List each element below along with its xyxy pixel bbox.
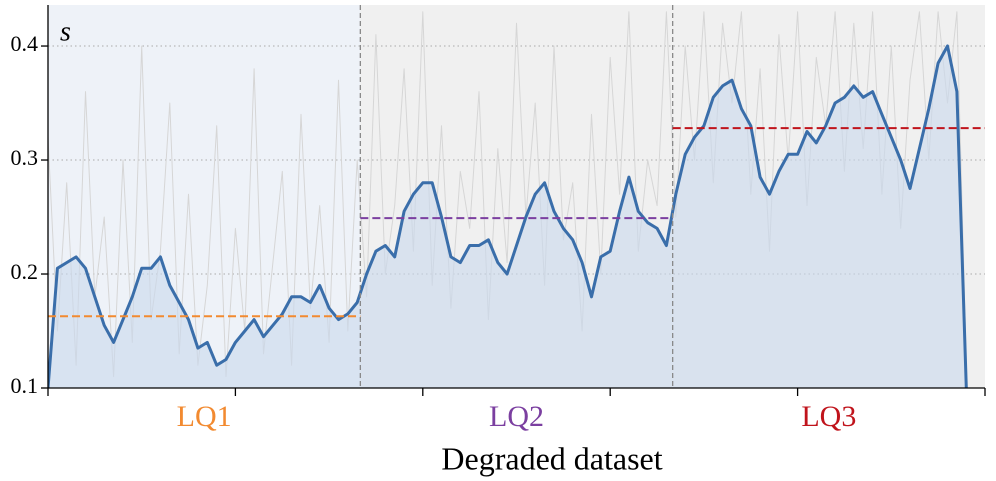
raw-line [48,11,967,378]
region-label: LQ3 [801,400,856,433]
area [48,46,967,388]
y-axis-label: s [60,16,71,47]
region-label: LQ2 [489,400,544,433]
y-tick-label: 0.1 [11,373,39,398]
region-label: LQ1 [177,400,232,433]
y-tick-label: 0.4 [11,31,39,56]
x-axis-label: Degraded dataset [441,440,662,476]
plot-area [48,5,985,388]
smoothed-line [48,44,968,388]
y-tick-label: 0.2 [11,259,39,284]
axes: LQ1 LQ2 LQ3 0.1 0.2 0.3 0.4 [11,5,986,433]
y-tick-label: 0.3 [11,145,39,170]
